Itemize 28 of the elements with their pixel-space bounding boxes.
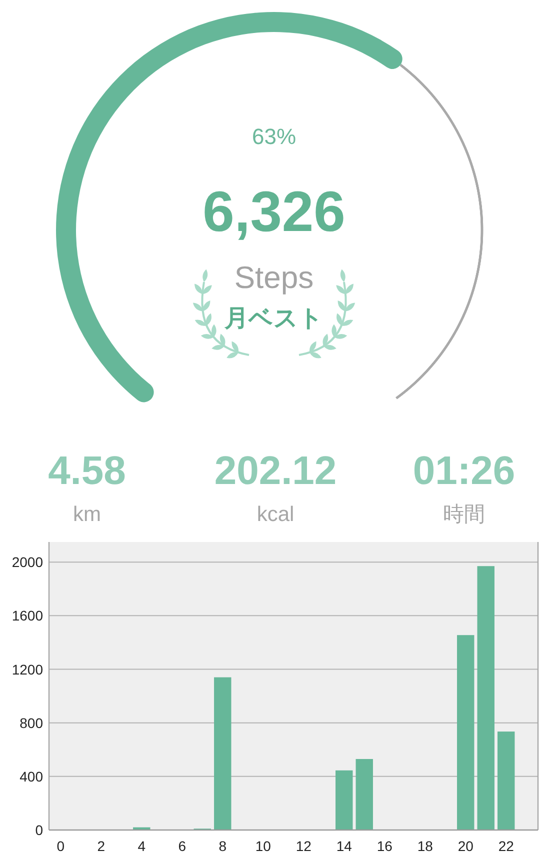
y-tick-label: 1600 (12, 608, 44, 624)
x-tick-label: 8 (218, 838, 227, 854)
x-tick-label: 22 (498, 838, 514, 854)
text: 202.12 (214, 449, 337, 493)
x-tick-label: 16 (376, 838, 393, 854)
text: 01:26 (412, 449, 516, 493)
y-tick-label: 2000 (12, 554, 44, 570)
y-tick-label: 1200 (12, 661, 44, 678)
x-tick-label: 0 (56, 838, 65, 854)
text: 時間 (443, 503, 485, 526)
x-tick-label: 10 (255, 838, 272, 854)
x-tick-label: 12 (296, 838, 312, 854)
text: Steps (234, 260, 314, 295)
text: 月ベスト (224, 305, 324, 332)
x-tick-label: 20 (458, 838, 474, 854)
y-tick-label: 0 (35, 822, 44, 838)
x-tick-label: 18 (417, 838, 434, 854)
x-tick-label: 6 (178, 838, 186, 854)
x-tick-label: 14 (336, 838, 352, 854)
text: 6,326 (202, 180, 346, 244)
text: 4.58 (48, 449, 126, 493)
x-tick-label: 4 (138, 838, 146, 854)
x-tick-label: 2 (97, 838, 106, 854)
y-tick-label: 400 (20, 768, 44, 784)
text: 63% (252, 124, 296, 149)
text: kcal (256, 503, 294, 526)
y-tick-label: 800 (20, 714, 44, 731)
text: km (73, 503, 101, 526)
